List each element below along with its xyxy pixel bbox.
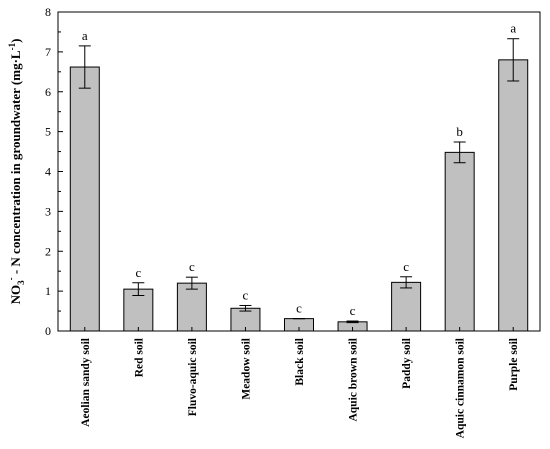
bars-layer xyxy=(69,59,529,332)
x-category-label: Purple soil xyxy=(508,338,520,391)
x-category-label: Aquic brown soil xyxy=(348,338,360,422)
y-tick-label: 5 xyxy=(45,125,51,139)
x-category-label: Fluvo-aquic soil xyxy=(187,338,199,416)
bar xyxy=(176,282,207,332)
x-category-label: Aquic cinnamon soil xyxy=(455,338,467,438)
x-category-label: Aeolian sandy soil xyxy=(80,338,92,427)
error-bar xyxy=(239,304,252,312)
y-label-unit-sup: -1 xyxy=(7,42,17,50)
significance-letter: c xyxy=(403,259,409,274)
significance-letter: a xyxy=(510,21,516,36)
y-axis-ticks: 0 1 2 3 4 5 6 7 8 xyxy=(45,5,63,338)
y-label-suffix: ) xyxy=(8,39,23,43)
significance-letter: c xyxy=(296,301,302,316)
y-tick-label: 8 xyxy=(45,5,51,19)
significance-letter: c xyxy=(350,303,356,318)
error-bar xyxy=(346,320,359,324)
significance-letter: a xyxy=(82,28,88,43)
significance-letter: c xyxy=(189,259,195,274)
y-tick-label: 0 xyxy=(45,324,51,338)
x-category-label: Red soil xyxy=(133,338,145,377)
y-label-prefix: NO xyxy=(8,285,23,305)
y-label-main: - N concentration in groundwater (mg·L xyxy=(8,50,23,277)
y-axis-label: NO3- - N concentration in groundwater (m… xyxy=(6,39,26,305)
bar xyxy=(498,59,529,332)
y-tick-label: 2 xyxy=(45,244,51,258)
x-category-label: Black soil xyxy=(294,338,306,386)
error-bars-layer xyxy=(78,38,520,324)
error-bar xyxy=(185,276,198,290)
significance-labels-layer: a c c c c c c b a xyxy=(82,21,516,318)
error-bar xyxy=(507,38,520,82)
significance-letter: c xyxy=(243,287,249,302)
significance-letter: b xyxy=(456,124,463,139)
y-tick-label: 6 xyxy=(45,85,51,99)
bar xyxy=(69,66,100,332)
x-category-label: Paddy soil xyxy=(401,338,413,389)
y-label-sub: 3 xyxy=(16,280,26,285)
bar xyxy=(123,288,154,332)
x-category-label: Meadow soil xyxy=(240,338,252,400)
y-tick-label: 1 xyxy=(45,284,51,298)
y-label-sup: - xyxy=(6,277,16,280)
error-bar xyxy=(132,282,145,297)
error-bar xyxy=(400,276,413,289)
error-bar xyxy=(78,45,91,89)
error-bar xyxy=(453,141,466,164)
y-tick-label: 3 xyxy=(45,204,51,218)
y-tick-label: 7 xyxy=(45,45,51,59)
significance-letter: c xyxy=(135,265,141,280)
bar xyxy=(391,281,422,332)
y-tick-label: 4 xyxy=(45,165,51,179)
bar xyxy=(444,151,475,332)
x-axis-category-labels: Aeolian sandy soil Red soil Fluvo-aquic so… xyxy=(80,327,520,438)
